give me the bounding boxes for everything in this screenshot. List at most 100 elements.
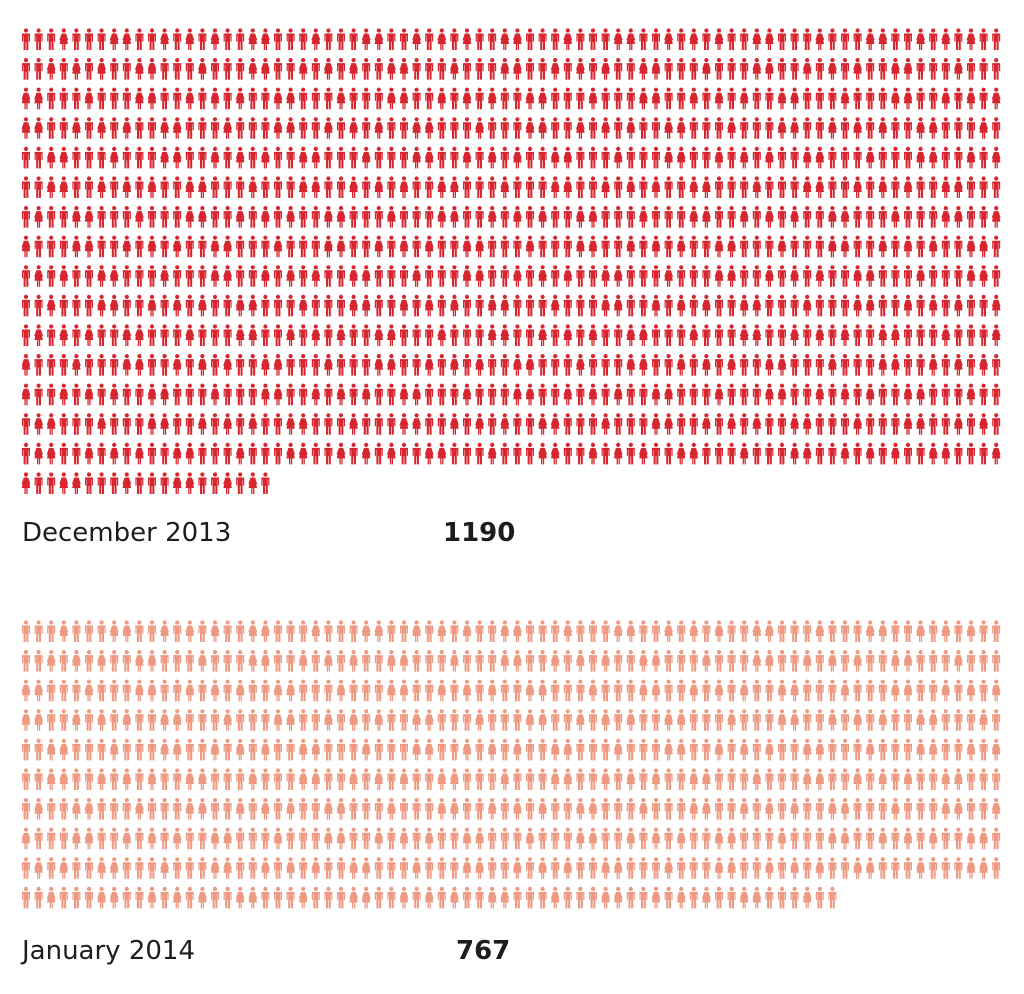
person-icon <box>550 294 560 317</box>
person-icon <box>853 827 862 850</box>
person-icon <box>916 265 925 287</box>
person-icon <box>778 265 786 287</box>
person-icon <box>286 117 295 139</box>
person-icon <box>702 768 711 790</box>
person-icon <box>173 798 182 820</box>
person-icon <box>866 58 875 80</box>
person-icon <box>815 146 825 169</box>
person-icon <box>626 146 635 169</box>
person-icon <box>286 709 295 731</box>
person-icon <box>639 206 648 228</box>
person-icon <box>185 709 194 731</box>
person-icon <box>715 117 723 139</box>
person-icon <box>173 58 182 80</box>
person-icon <box>676 235 686 258</box>
person-icon <box>727 146 736 169</box>
person-icon <box>210 87 220 110</box>
person-icon <box>362 650 371 672</box>
person-icon <box>135 857 144 879</box>
person-icon <box>110 117 119 139</box>
person-icon <box>261 827 270 850</box>
person-icon <box>866 709 875 731</box>
person-icon <box>626 28 636 50</box>
person-icon <box>424 294 434 317</box>
person-icon <box>97 650 106 672</box>
person-icon <box>790 650 799 672</box>
icon-grid-december-2013 <box>21 28 1001 494</box>
person-icon <box>387 620 396 642</box>
person-icon <box>500 206 509 228</box>
person-icon <box>714 28 724 50</box>
person-icon <box>160 650 169 672</box>
person-icon <box>210 620 220 642</box>
person-icon <box>387 324 396 346</box>
person-icon <box>677 176 686 198</box>
person-icon <box>298 58 308 80</box>
person-icon <box>299 620 308 642</box>
person-icon <box>387 709 396 731</box>
person-icon <box>135 206 144 228</box>
person-icon <box>563 265 573 287</box>
person-icon <box>412 176 421 198</box>
person-icon <box>765 117 774 139</box>
person-icon <box>576 235 585 258</box>
person-icon <box>727 176 736 198</box>
person-icon <box>110 235 119 258</box>
person-icon <box>777 87 787 110</box>
person-icon <box>853 117 862 139</box>
person-icon <box>475 294 484 317</box>
person-icon <box>979 117 988 139</box>
person-icon <box>790 857 799 879</box>
person-icon <box>538 294 547 317</box>
person-icon <box>324 265 333 287</box>
person-icon <box>185 738 194 761</box>
person-icon <box>677 679 686 702</box>
person-icon <box>689 768 699 790</box>
person-icon <box>576 827 585 850</box>
person-icon <box>790 620 799 642</box>
person-icon <box>815 87 824 110</box>
person-icon <box>513 620 522 642</box>
person-icon <box>828 87 837 110</box>
person-icon <box>34 857 43 879</box>
person-icon <box>702 709 711 731</box>
person-icon <box>147 886 157 909</box>
person-icon <box>652 798 660 820</box>
person-icon <box>185 58 194 80</box>
person-icon <box>702 265 711 287</box>
person-icon <box>110 324 119 346</box>
person-icon <box>714 620 724 642</box>
person-icon <box>248 28 258 50</box>
person-icon <box>299 679 308 702</box>
person-icon <box>752 294 762 317</box>
person-icon <box>286 28 295 50</box>
person-icon <box>324 886 333 909</box>
person-icon <box>425 265 434 287</box>
person-icon <box>614 58 623 80</box>
person-icon <box>551 87 560 110</box>
person-icon <box>59 886 68 909</box>
person-icon <box>198 206 207 228</box>
person-icon <box>551 620 560 642</box>
person-icon <box>47 87 56 110</box>
person-icon <box>85 117 93 139</box>
person-icon <box>765 768 774 790</box>
person-icon <box>362 827 371 850</box>
person-icon <box>261 679 270 702</box>
person-icon <box>626 798 635 820</box>
person-icon <box>122 117 132 139</box>
person-icon <box>450 265 459 287</box>
person-icon <box>362 768 371 790</box>
person-icon <box>47 206 56 228</box>
person-icon <box>97 679 106 702</box>
person-icon <box>487 146 497 169</box>
person-icon <box>412 738 421 761</box>
person-icon <box>526 176 534 198</box>
person-icon <box>324 857 333 879</box>
person-icon <box>979 738 988 761</box>
person-icon <box>236 235 245 258</box>
person-icon <box>941 650 950 672</box>
person-icon <box>526 738 534 761</box>
person-icon <box>639 738 648 761</box>
person-icon <box>72 798 81 820</box>
